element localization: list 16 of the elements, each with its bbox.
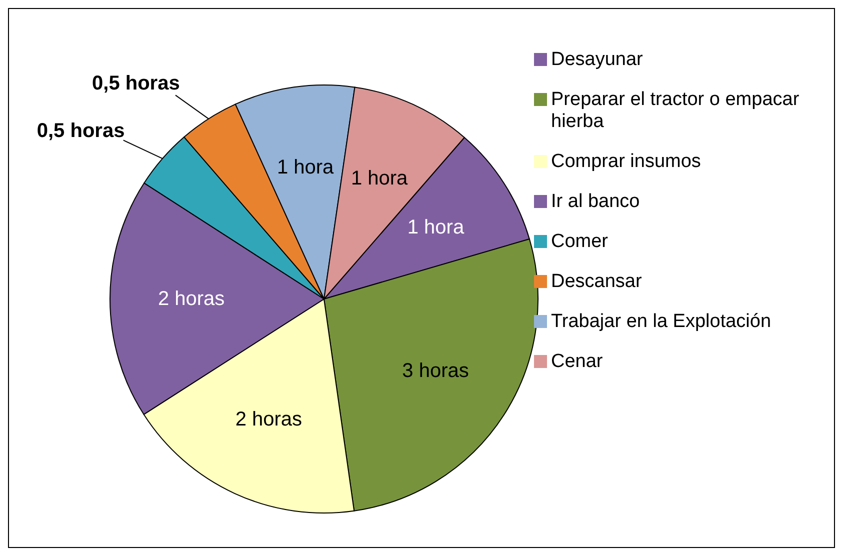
legend-label: Trabajar en la Explotación xyxy=(551,311,772,333)
legend-label: Comprar insumos xyxy=(551,151,702,173)
legend-label: Cenar xyxy=(551,351,604,373)
legend-label: Comer xyxy=(551,231,610,253)
data-label: 3 horas xyxy=(402,360,469,382)
data-label: 0,5 horas xyxy=(36,120,125,142)
data-label: 1 hora xyxy=(407,216,465,238)
legend-label: Preparar el tractor o empacar hierba xyxy=(551,89,800,133)
data-label: 2 horas xyxy=(158,288,225,310)
data-label: 1 hora xyxy=(276,156,335,179)
legend-label: Descansar xyxy=(551,271,643,293)
data-label: 1 hora xyxy=(350,167,409,190)
data-label: 2 horas xyxy=(235,408,302,431)
data-label: 0,5 horas xyxy=(92,72,180,94)
legend-label: Desayunar xyxy=(551,49,644,71)
legend-label: Ir al banco xyxy=(551,191,641,213)
